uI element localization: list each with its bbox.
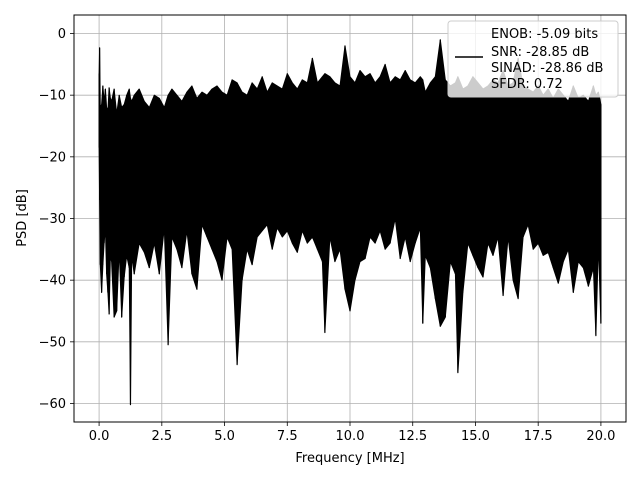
x-tick-label: 5.0 [214,429,235,444]
y-axis-label: PSD [dB] [15,189,30,247]
x-tick-label: 15.0 [461,429,490,444]
data-layer [98,39,602,406]
x-tick-label: 2.5 [151,429,172,444]
legend-sinad: SINAD: -28.86 dB [491,61,603,76]
x-axis-label: Frequency [MHz] [295,451,404,466]
y-tick-label: −60 [39,397,66,412]
y-tick-label: −40 [39,274,66,289]
x-tick-label: 17.5 [524,429,553,444]
x-tick-label: 7.5 [277,429,298,444]
legend-snr: SNR: -28.85 dB [491,45,589,60]
x-tick-label: 0.0 [89,429,110,444]
x-tick-label: 10.0 [336,429,365,444]
legend-enob: ENOB: -5.09 bits [491,27,598,42]
y-tick-label: −20 [39,150,66,165]
y-tick-label: −10 [39,89,66,104]
y-tick-label: 0 [58,27,66,42]
x-tick-label: 20.0 [586,429,615,444]
x-tick-label: 12.5 [398,429,427,444]
legend: ENOB: -5.09 bits SNR: -28.85 dB SINAD: -… [447,20,619,98]
tick-layer: 0.0 2.5 5.0 7.5 10.0 12.5 15.0 17.5 20.0 0 −10 −20 −… [39,27,616,444]
legend-box [447,20,619,98]
y-tick-label: −50 [39,335,66,350]
legend-sfdr: SFDR: 0.72 [491,77,563,92]
y-tick-label: −30 [39,212,66,227]
